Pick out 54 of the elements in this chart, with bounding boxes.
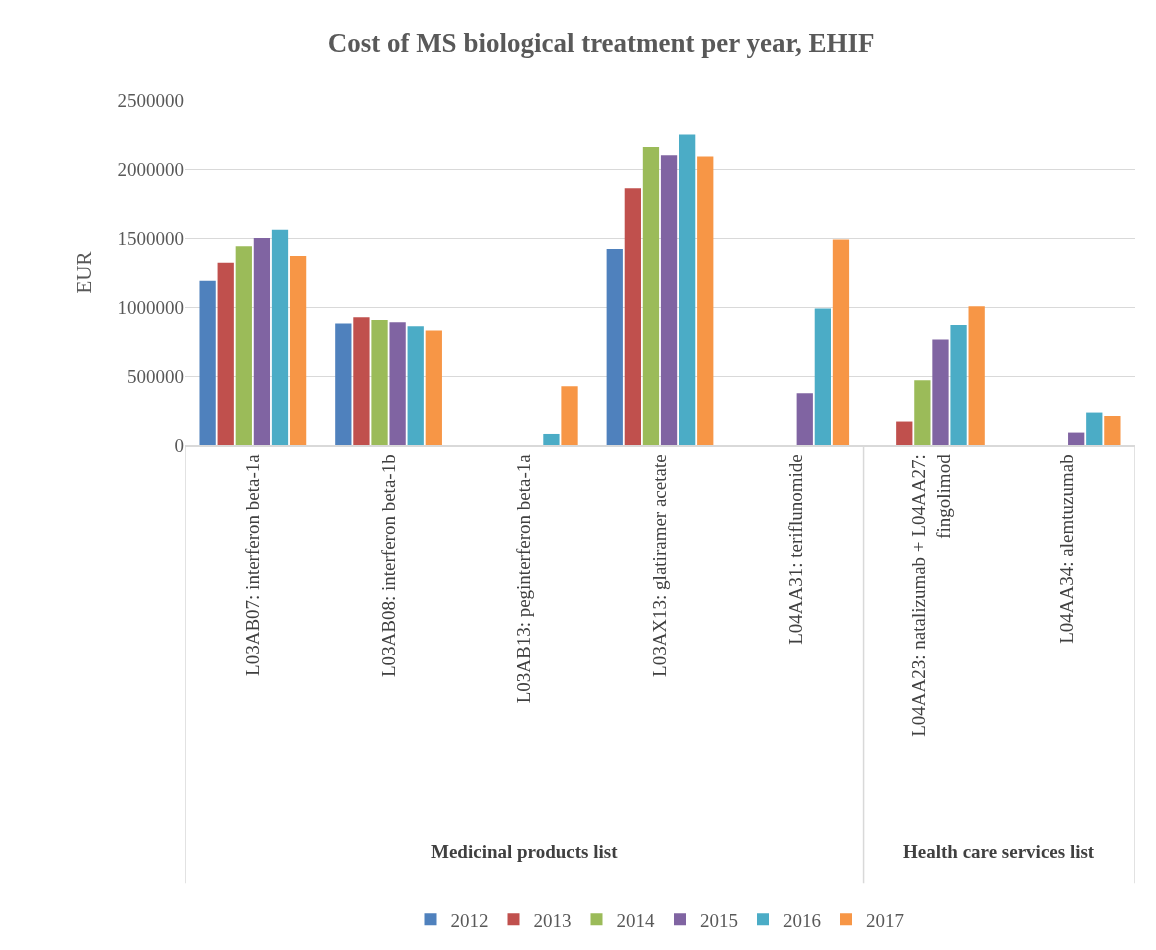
bar	[660, 155, 678, 445]
bar	[389, 322, 406, 445]
bar	[271, 229, 289, 445]
bar	[1104, 416, 1121, 445]
bar	[371, 320, 388, 445]
chart-title: Cost of MS biological treatment per year, EHIF	[327, 28, 875, 59]
legend-label: 2015	[700, 909, 738, 931]
bar	[1086, 412, 1103, 445]
y-tick-label: 2000000	[117, 158, 184, 180]
x-tick-label: L03AX13: glatiramer acetate	[649, 454, 671, 677]
legend-label: 2014	[616, 909, 655, 931]
y-tick-label: 1000000	[117, 296, 184, 318]
bar	[624, 188, 641, 445]
y-tick-label: 1500000	[117, 227, 184, 249]
legend-label: 2016	[783, 909, 821, 931]
text: Health care services list	[903, 841, 1095, 862]
y-tick-label: 0	[174, 434, 184, 456]
bar	[289, 255, 307, 445]
bar	[832, 239, 850, 445]
legend-label: 2017	[866, 909, 904, 931]
bar	[697, 156, 714, 445]
y-tick-label: 2500000	[117, 89, 184, 111]
x-tick-label: L03AB13: peginterferon beta-1a	[513, 453, 535, 704]
bar	[606, 249, 623, 445]
bar	[968, 306, 985, 445]
bar	[914, 380, 931, 445]
bar	[335, 323, 352, 445]
legend-label: 2013	[533, 909, 572, 931]
bar	[543, 433, 560, 445]
legend-label: 2012	[450, 909, 489, 931]
bar	[950, 324, 967, 445]
bar	[253, 238, 271, 445]
bar	[896, 421, 913, 445]
bar	[235, 246, 252, 445]
y-tick-label: 500000	[127, 365, 184, 387]
bar	[199, 280, 216, 445]
bar	[642, 146, 660, 445]
y-axis-title: EUR	[71, 251, 96, 294]
bar	[217, 262, 234, 445]
x-tick-label: L04AA34: alemtuzumab	[1056, 454, 1078, 644]
x-tick-label: L03AB08: interferon beta-1b	[377, 454, 399, 678]
text: Medicinal products list	[431, 841, 619, 862]
bar	[407, 326, 424, 445]
bar	[561, 386, 578, 445]
bar	[425, 330, 442, 445]
bar	[796, 393, 813, 445]
bar	[932, 339, 949, 445]
x-tick-label: L03AB07: interferon beta-1a	[242, 453, 264, 676]
bar	[814, 308, 831, 445]
bar	[1068, 432, 1085, 445]
bar	[679, 134, 696, 445]
x-tick-label: L04AA31: teriflunomide	[784, 454, 806, 645]
bar	[353, 317, 370, 445]
x-tick-label: L04AA23: natalizumab + L04AA27: fingolimod	[908, 453, 954, 737]
